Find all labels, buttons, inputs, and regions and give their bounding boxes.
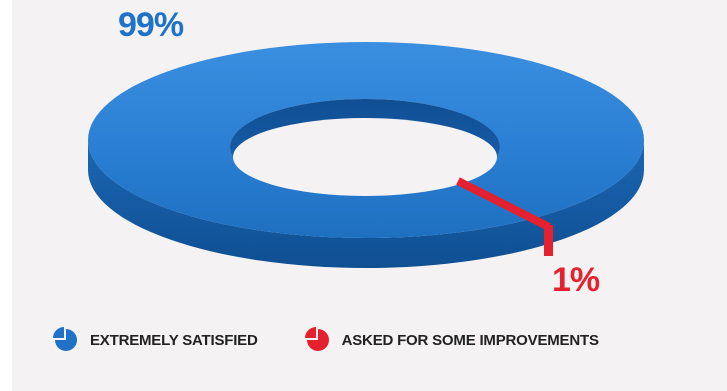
page-left-edge xyxy=(0,0,12,391)
slice-improvements xyxy=(456,177,553,256)
donut-ring xyxy=(88,42,644,268)
legend: EXTREMELY SATISFIED ASKED FOR SOME IMPRO… xyxy=(52,326,645,354)
slice-satisfied-label: 99% xyxy=(118,6,184,44)
pie-chart-icon xyxy=(304,327,329,351)
legend-item-improvements: ASKED FOR SOME IMPROVEMENTS xyxy=(304,326,599,354)
slice-improvements-side-edge xyxy=(544,225,553,256)
legend-label-satisfied: EXTREMELY SATISFIED xyxy=(90,331,258,349)
pie-chart-icon xyxy=(53,327,77,351)
slice-improvements-label: 1% xyxy=(552,261,600,299)
donut-hole xyxy=(233,118,497,196)
slice-improvements-top-edge xyxy=(456,177,551,231)
legend-label-improvements: ASKED FOR SOME IMPROVEMENTS xyxy=(341,331,599,349)
donut-side-wall xyxy=(88,140,644,268)
legend-item-satisfied: EXTREMELY SATISFIED xyxy=(52,326,258,354)
